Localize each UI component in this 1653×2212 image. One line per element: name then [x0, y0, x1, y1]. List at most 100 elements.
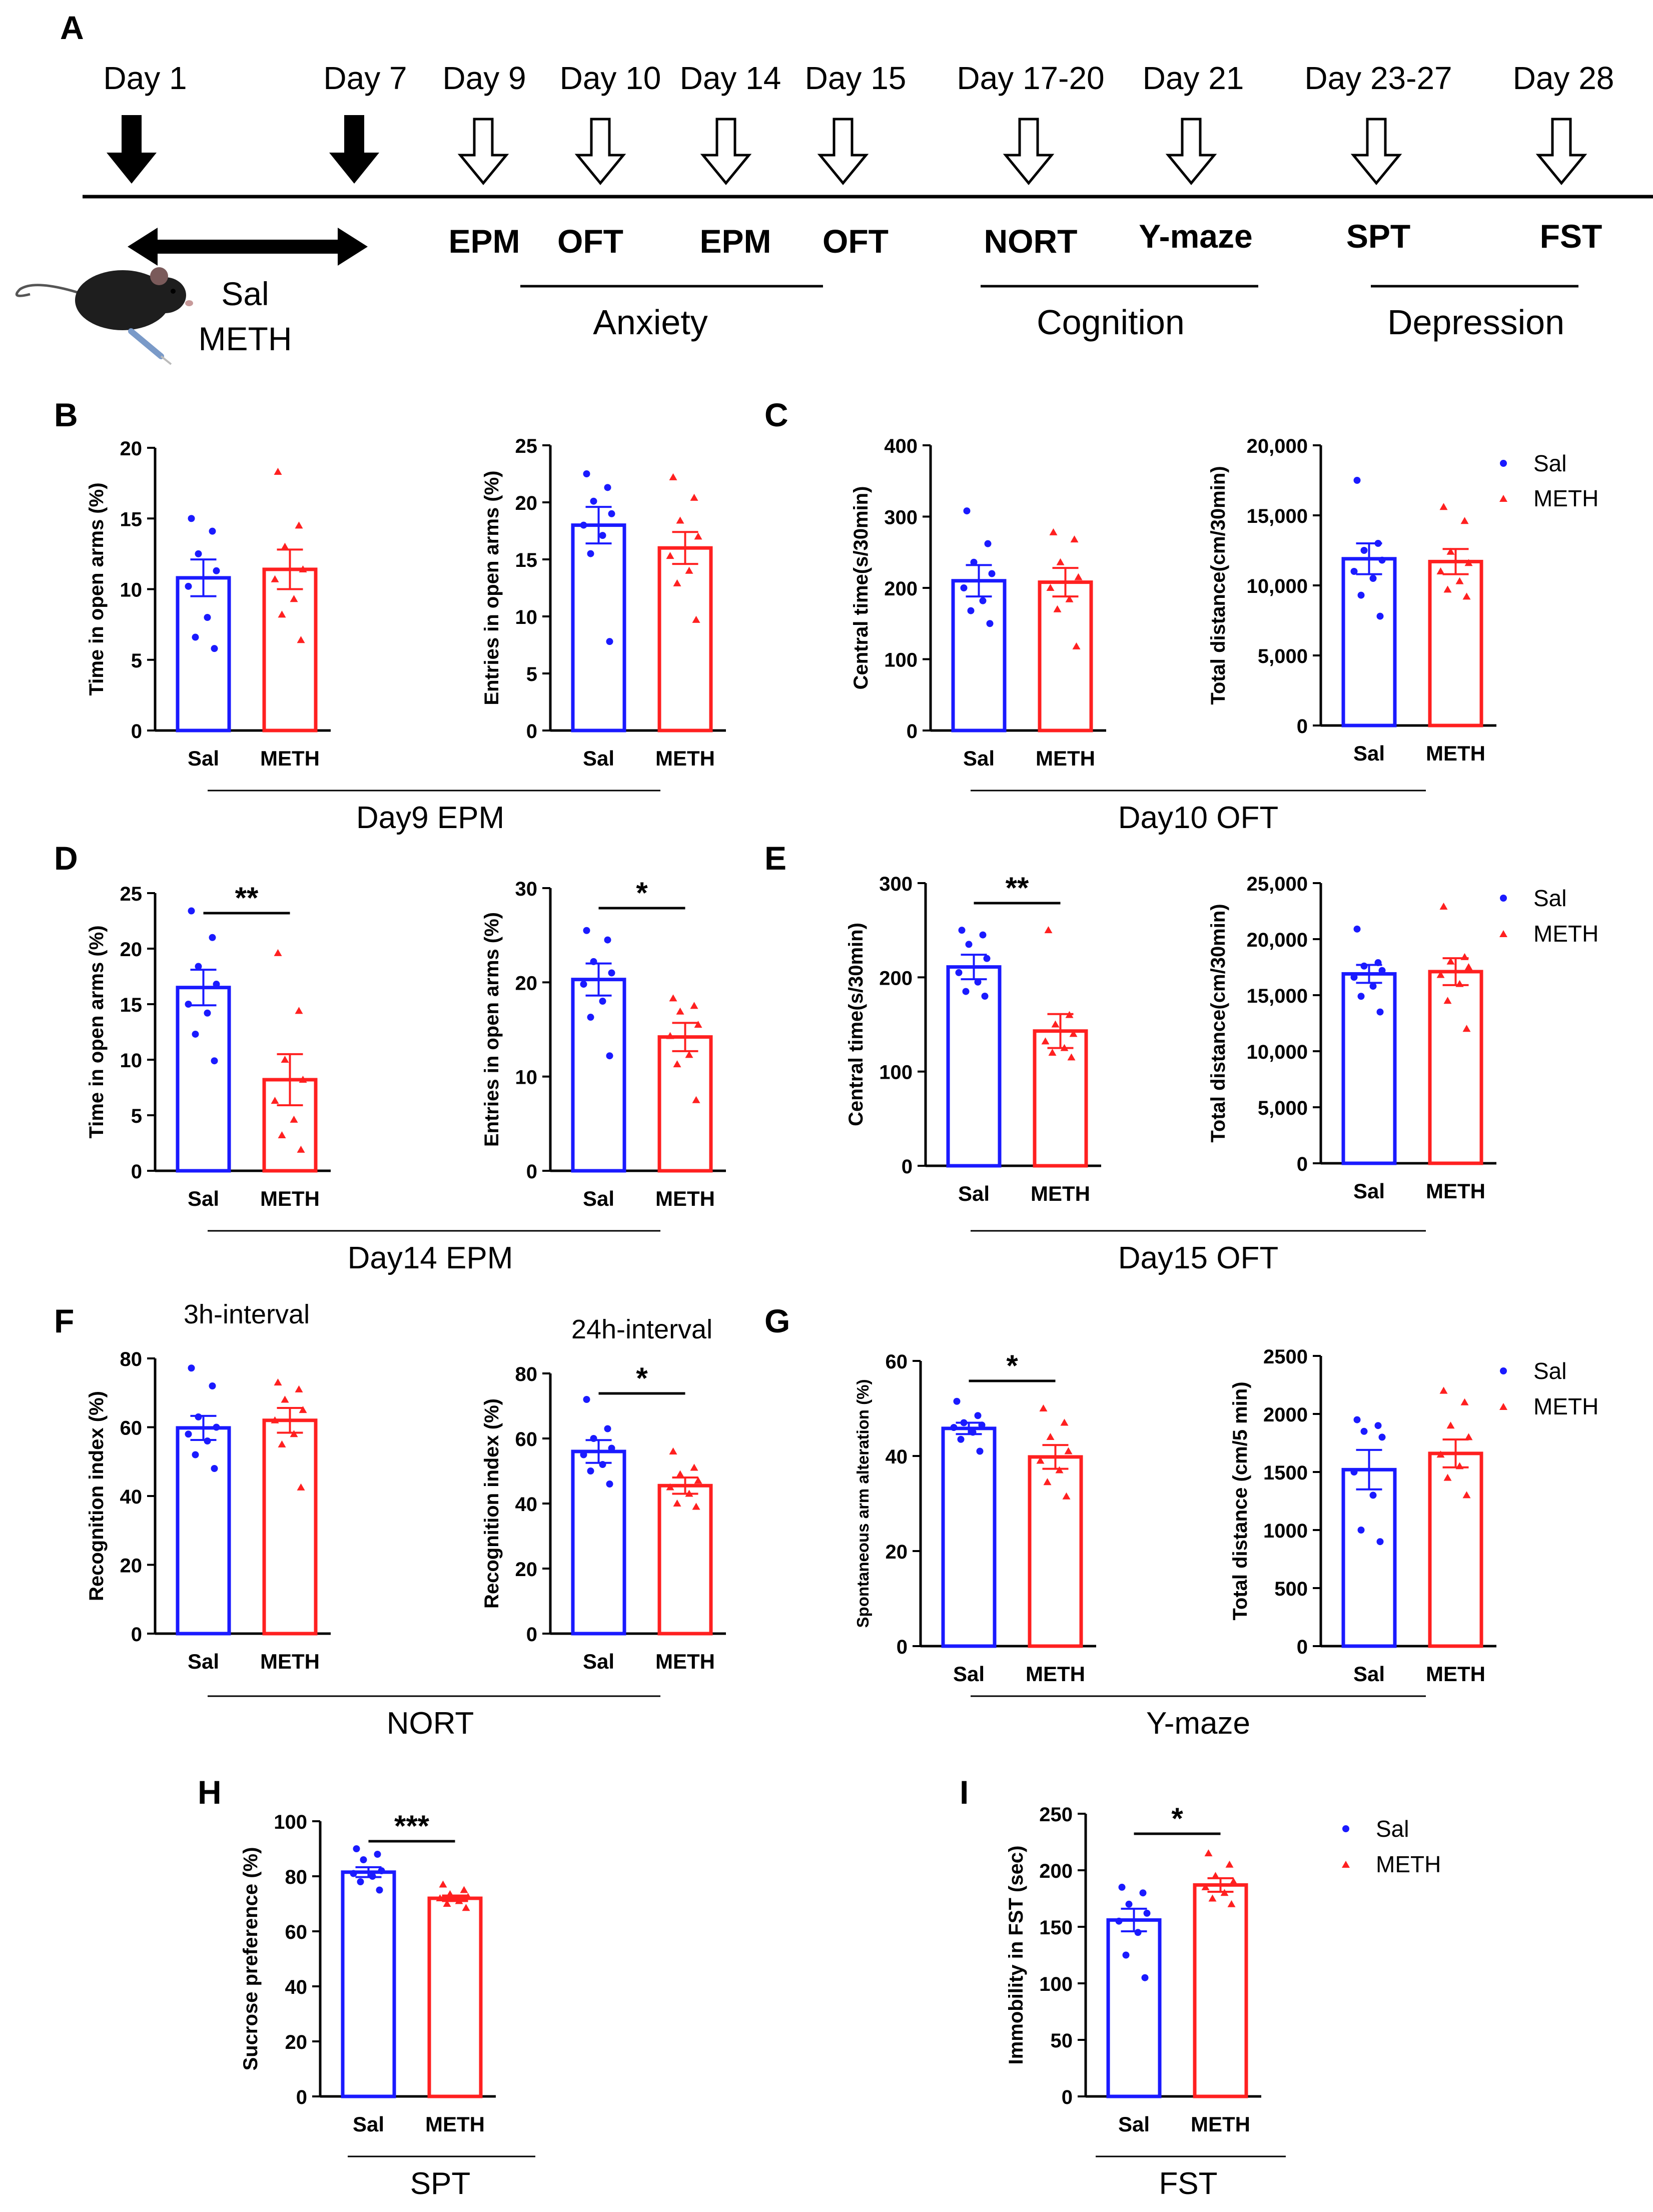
bar-sal	[1341, 1467, 1397, 1648]
y-tick-label: 20	[515, 492, 538, 514]
data-point-meth	[1051, 1020, 1060, 1028]
data-point-meth	[666, 552, 674, 559]
bar-sal	[341, 1870, 396, 2098]
y-tick-label: 0	[131, 1161, 142, 1183]
data-point-sal	[580, 981, 587, 988]
group-label: Cognition	[1037, 303, 1185, 342]
x-tick-label: METH	[655, 747, 715, 770]
legend-sal-label: Sal	[1376, 1816, 1409, 1842]
bar-meth	[1033, 1029, 1088, 1168]
day-label: Day 21	[1143, 60, 1244, 96]
bar-meth	[1428, 1451, 1483, 1648]
legend-sal-marker	[1500, 460, 1507, 467]
y-tick-label: 60	[515, 1428, 538, 1450]
bar-sal	[571, 1449, 626, 1636]
bar-meth	[1428, 970, 1483, 1165]
test-label: OFT	[822, 223, 889, 260]
y-tick-label: 80	[515, 1363, 538, 1385]
day-label: Day 14	[680, 60, 781, 96]
treatment-label-meth: METH	[199, 320, 292, 357]
test-label: Y-maze	[1139, 218, 1252, 255]
test-label: EPM	[448, 223, 520, 260]
data-point-sal	[974, 978, 982, 986]
significance-label: ***	[394, 1809, 430, 1843]
data-point-sal	[1357, 1527, 1365, 1534]
group-label: Day14 EPM	[348, 1241, 513, 1275]
significance-label: *	[636, 876, 648, 910]
y-tick-label: 20	[886, 1541, 908, 1563]
data-point-meth	[464, 1893, 472, 1900]
x-tick-label: METH	[1426, 1179, 1485, 1203]
y-tick-label: 15	[515, 549, 538, 571]
group-label: FST	[1159, 2166, 1217, 2201]
x-tick-label: Sal	[1353, 742, 1385, 765]
chart: 0 5,000 10,000 15,000 20,000 Total distance(c…	[1207, 435, 1496, 765]
y-axis-label: Spontaneous arm alteration (%)	[854, 1379, 872, 1628]
data-point-meth	[1074, 573, 1083, 580]
y-tick-label: 300	[879, 873, 913, 895]
data-point-sal	[1122, 1951, 1130, 1959]
data-point-sal	[960, 1419, 968, 1426]
treatment-label-sal: Sal	[221, 275, 269, 312]
y-tick-label: 20,000	[1247, 435, 1308, 457]
data-point-sal	[965, 941, 973, 948]
y-tick-label: 40	[886, 1446, 908, 1468]
data-point-sal	[606, 1481, 613, 1488]
data-point-meth	[1455, 577, 1464, 584]
test-arrow-icon	[1003, 118, 1055, 185]
x-tick-label: METH	[1031, 1182, 1090, 1205]
data-point-sal	[1376, 1008, 1384, 1016]
test-arrow-icon	[700, 118, 752, 185]
data-point-meth	[690, 1463, 698, 1471]
data-point-meth	[295, 1385, 303, 1392]
bar-meth	[1028, 1455, 1083, 1648]
test-label: EPM	[699, 223, 771, 260]
group-label: Day9 EPM	[356, 801, 504, 835]
data-point-sal	[580, 1451, 587, 1458]
data-point-meth	[290, 595, 298, 602]
data-point-sal	[1378, 556, 1386, 564]
x-tick-label: Sal	[1353, 1179, 1385, 1203]
legend: Sal METH	[1499, 450, 1598, 511]
data-point-sal	[195, 1413, 202, 1420]
data-point-sal	[378, 1867, 385, 1874]
data-point-meth	[1436, 567, 1445, 574]
data-point-sal	[958, 927, 966, 934]
data-point-sal	[580, 521, 587, 529]
y-tick-label: 0	[526, 1624, 537, 1646]
y-tick-label: 20	[120, 939, 143, 961]
y-tick-label: 80	[285, 1866, 308, 1888]
y-tick-label: 0	[131, 1624, 142, 1646]
legend-meth-label: METH	[1376, 1851, 1441, 1877]
data-point-meth	[1065, 595, 1074, 602]
y-tick-label: 15,000	[1247, 985, 1308, 1007]
data-point-meth	[1220, 1889, 1229, 1896]
data-point-meth	[1464, 559, 1473, 566]
data-point-meth	[274, 949, 282, 956]
data-point-sal	[979, 597, 987, 604]
data-point-sal	[1350, 1468, 1358, 1476]
panel-label: D	[54, 840, 78, 877]
y-axis-label: Entries in open arms (%)	[481, 471, 503, 705]
bar-meth	[262, 1418, 318, 1636]
injection-arrow-icon	[329, 115, 379, 184]
data-point-sal	[211, 645, 218, 652]
data-point-meth	[290, 1430, 298, 1437]
data-point-sal	[970, 558, 978, 566]
data-point-sal	[204, 614, 211, 621]
y-tick-label: 60	[886, 1351, 908, 1373]
y-tick-label: 0	[1297, 715, 1308, 738]
data-point-meth	[1064, 1447, 1073, 1454]
data-point-meth	[443, 1900, 451, 1907]
day-label: Day 10	[560, 60, 661, 96]
data-point-meth	[446, 1890, 454, 1897]
y-axis-label: Time in open arms (%)	[86, 482, 108, 695]
y-axis-label: Central time(s/30min)	[845, 923, 867, 1126]
data-point-meth	[1443, 997, 1452, 1004]
y-axis-label: Entries in open arms (%)	[481, 912, 503, 1147]
data-point-sal	[195, 963, 202, 970]
y-tick-label: 0	[1297, 1153, 1308, 1175]
data-point-sal	[955, 969, 963, 976]
bar-sal	[176, 576, 231, 732]
y-tick-label: 5,000	[1258, 645, 1308, 667]
